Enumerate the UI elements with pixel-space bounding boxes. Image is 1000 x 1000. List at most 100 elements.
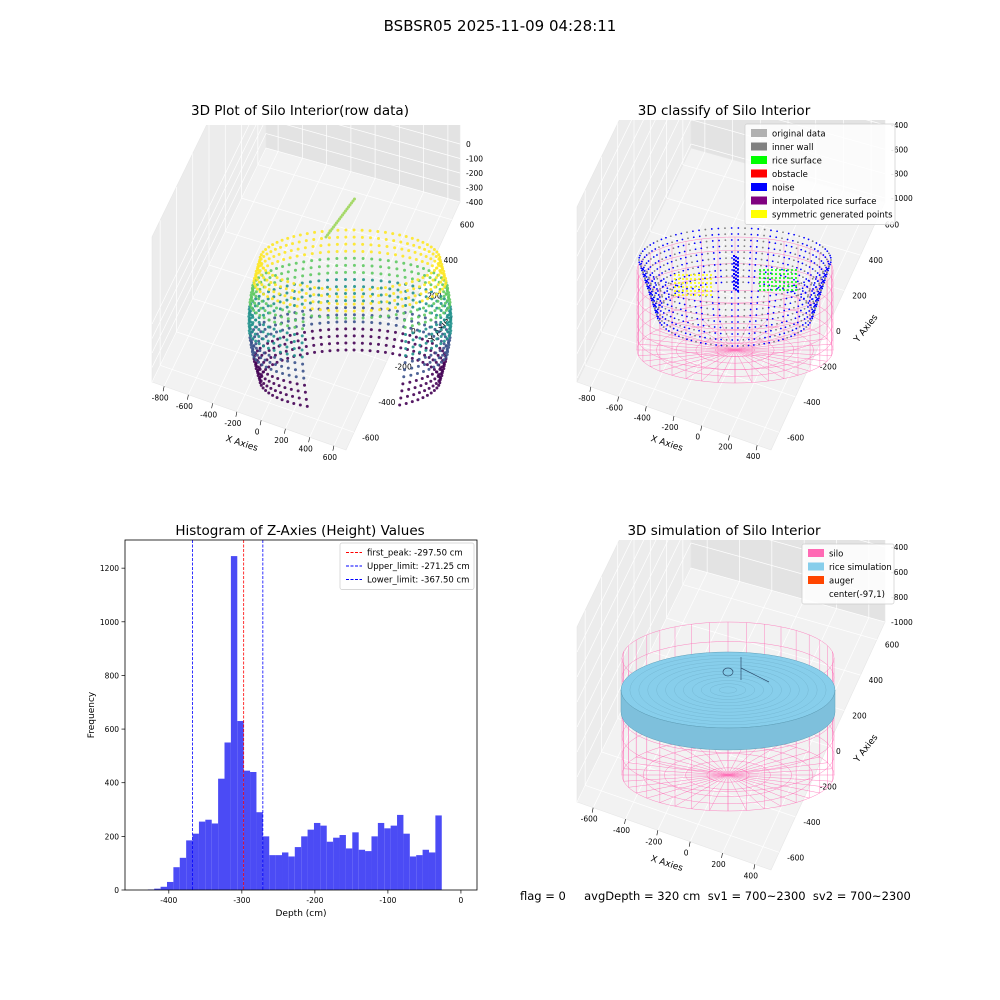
p1-point bbox=[417, 322, 421, 326]
p2-point bbox=[690, 294, 692, 296]
p1-point bbox=[361, 264, 365, 268]
p2-point bbox=[765, 324, 768, 327]
p1-point bbox=[416, 278, 420, 282]
p1-point bbox=[352, 249, 356, 253]
p1-point bbox=[344, 242, 348, 246]
p2-point bbox=[720, 338, 723, 341]
p2-point bbox=[815, 305, 818, 308]
p1-point bbox=[352, 263, 356, 267]
p2-point bbox=[785, 244, 788, 247]
p1-point bbox=[247, 324, 251, 328]
p1-point bbox=[261, 386, 265, 390]
p2-point bbox=[794, 300, 797, 303]
p1-point bbox=[320, 229, 324, 233]
p2-point bbox=[735, 277, 737, 280]
p1-point bbox=[288, 303, 292, 307]
p2-ytick-label: -400 bbox=[803, 398, 820, 407]
p2-point bbox=[753, 276, 756, 278]
p1-point bbox=[285, 352, 289, 356]
p1-point bbox=[402, 261, 406, 265]
p1-point bbox=[317, 272, 321, 276]
p1-point bbox=[395, 309, 399, 313]
p2-point bbox=[698, 278, 700, 280]
p2-point bbox=[774, 334, 776, 337]
p1-point bbox=[295, 332, 299, 336]
p1-point bbox=[334, 278, 338, 282]
p2-legend-swatch bbox=[751, 210, 767, 218]
p2-point bbox=[661, 294, 663, 296]
p2-point bbox=[742, 326, 745, 329]
ytick-label: 200 bbox=[105, 832, 120, 841]
p2-point bbox=[795, 266, 798, 269]
p1-point bbox=[344, 348, 348, 352]
p1-point bbox=[272, 341, 276, 345]
p2-point bbox=[815, 256, 818, 258]
p2-point bbox=[824, 277, 826, 279]
p1-point bbox=[292, 332, 296, 336]
p1-point bbox=[443, 325, 447, 329]
p2-point bbox=[777, 286, 780, 289]
p2-point bbox=[789, 251, 792, 254]
p4-rice-top bbox=[620, 651, 836, 729]
p2-point bbox=[773, 285, 775, 288]
p2-point bbox=[648, 252, 651, 254]
p4-rice-mesh bbox=[638, 658, 818, 722]
histogram-bar bbox=[384, 828, 391, 890]
p2-point bbox=[686, 262, 688, 265]
p1-xtick-label: 200 bbox=[274, 436, 289, 445]
p2-point bbox=[814, 294, 817, 297]
p1-point bbox=[424, 302, 428, 306]
p2-point bbox=[763, 289, 765, 291]
p1-point bbox=[440, 265, 444, 269]
p1-point bbox=[388, 294, 392, 298]
p4-rice-mesh bbox=[656, 664, 800, 716]
p2-point bbox=[683, 326, 686, 329]
p1-point bbox=[419, 252, 423, 256]
p1-xtick-mark bbox=[162, 386, 165, 392]
p1-point bbox=[275, 396, 279, 400]
p2-point bbox=[720, 344, 723, 347]
p1-point bbox=[352, 235, 356, 239]
p2-point bbox=[737, 271, 739, 274]
p1-point bbox=[285, 305, 289, 309]
p2-point bbox=[733, 280, 735, 283]
p2-point bbox=[813, 311, 816, 314]
p2-point bbox=[819, 291, 822, 294]
p1-point bbox=[360, 235, 364, 239]
p2-point bbox=[754, 326, 757, 328]
p2-point bbox=[644, 277, 646, 279]
p2-point bbox=[795, 311, 798, 314]
p2-point bbox=[678, 278, 680, 280]
p2-point bbox=[775, 236, 778, 239]
p2-point bbox=[660, 324, 663, 326]
ytick-label: 400 bbox=[105, 779, 120, 788]
p1-point bbox=[430, 372, 434, 376]
p2-point bbox=[737, 282, 739, 285]
p1-point bbox=[432, 389, 436, 393]
p2-point bbox=[642, 266, 645, 269]
p4-silo-spoke bbox=[727, 756, 820, 776]
p1-point bbox=[301, 320, 305, 324]
p2-point bbox=[821, 278, 824, 281]
p1-point bbox=[303, 246, 307, 250]
p1-point bbox=[395, 316, 399, 320]
p2-point bbox=[664, 270, 667, 273]
p2-point bbox=[673, 300, 676, 303]
p2-point bbox=[652, 303, 655, 306]
p1-point bbox=[287, 310, 291, 314]
p2-point bbox=[796, 241, 799, 244]
p1-point bbox=[449, 317, 453, 321]
p2-point bbox=[770, 229, 772, 232]
p1-point bbox=[416, 398, 420, 402]
p1-point bbox=[267, 365, 271, 369]
p2-point bbox=[773, 340, 775, 343]
p1-point bbox=[379, 272, 383, 276]
p2-point bbox=[667, 248, 670, 251]
p4-ytick-label: -600 bbox=[787, 853, 804, 862]
p2-point bbox=[709, 337, 712, 340]
p1-point bbox=[286, 270, 290, 274]
p4-rice-surface bbox=[620, 651, 836, 751]
p4-silo-spoke bbox=[646, 774, 729, 799]
p4-zgrid bbox=[576, 540, 632, 653]
p2-point bbox=[712, 246, 715, 248]
